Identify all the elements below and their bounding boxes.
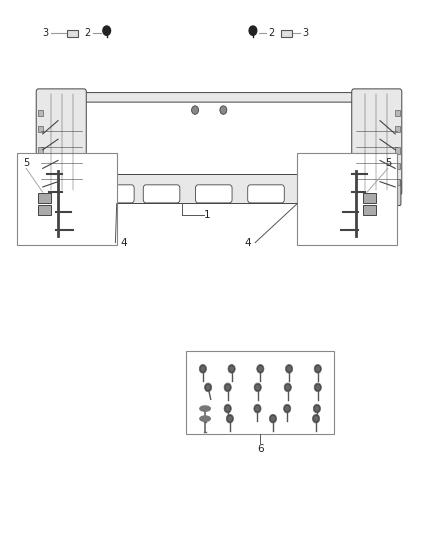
Bar <box>38 110 43 116</box>
Bar <box>38 147 43 154</box>
Bar <box>395 179 400 185</box>
Ellipse shape <box>200 416 210 421</box>
Circle shape <box>229 366 234 372</box>
Circle shape <box>200 366 206 372</box>
Bar <box>60 96 84 122</box>
Circle shape <box>286 407 289 411</box>
Circle shape <box>254 405 260 412</box>
Text: 5: 5 <box>385 158 391 168</box>
Circle shape <box>286 385 290 390</box>
FancyBboxPatch shape <box>57 93 381 125</box>
Text: 3: 3 <box>302 28 308 38</box>
FancyBboxPatch shape <box>195 185 232 203</box>
Circle shape <box>270 415 276 422</box>
FancyBboxPatch shape <box>37 180 72 206</box>
Circle shape <box>225 384 230 391</box>
Circle shape <box>258 366 263 372</box>
Circle shape <box>285 384 290 391</box>
Text: 2: 2 <box>268 28 274 38</box>
FancyBboxPatch shape <box>352 89 402 195</box>
Circle shape <box>226 407 230 411</box>
Circle shape <box>227 415 233 422</box>
Circle shape <box>201 367 205 371</box>
Bar <box>395 110 400 116</box>
Circle shape <box>225 405 230 412</box>
Text: 3: 3 <box>42 28 48 38</box>
Bar <box>395 147 400 154</box>
Bar <box>281 30 292 37</box>
Circle shape <box>316 385 320 390</box>
Bar <box>297 152 397 245</box>
Bar <box>39 193 51 203</box>
Circle shape <box>249 26 257 35</box>
FancyBboxPatch shape <box>366 180 401 206</box>
Text: 6: 6 <box>257 445 264 455</box>
Text: 5: 5 <box>23 158 29 168</box>
Bar <box>39 205 51 215</box>
Circle shape <box>287 367 291 371</box>
Bar <box>363 205 376 215</box>
Circle shape <box>314 417 318 421</box>
FancyBboxPatch shape <box>98 185 134 203</box>
Circle shape <box>315 366 321 372</box>
Circle shape <box>220 106 227 114</box>
Circle shape <box>230 367 233 371</box>
Circle shape <box>256 407 259 411</box>
Bar <box>17 152 117 245</box>
Circle shape <box>314 405 320 412</box>
Circle shape <box>258 367 262 371</box>
Circle shape <box>284 405 290 412</box>
Circle shape <box>286 366 292 372</box>
Circle shape <box>315 384 321 391</box>
Circle shape <box>191 106 198 114</box>
Text: 1: 1 <box>204 209 211 220</box>
Bar <box>354 96 378 122</box>
Bar <box>58 174 380 203</box>
FancyBboxPatch shape <box>73 102 365 195</box>
Text: 4: 4 <box>244 238 251 248</box>
Bar <box>395 126 400 132</box>
Circle shape <box>205 384 211 391</box>
Text: 2: 2 <box>85 28 91 38</box>
Bar <box>38 126 43 132</box>
Circle shape <box>315 407 319 411</box>
Circle shape <box>313 415 319 422</box>
Circle shape <box>226 385 230 390</box>
FancyBboxPatch shape <box>36 89 86 195</box>
Circle shape <box>316 367 320 371</box>
Circle shape <box>228 417 232 421</box>
Ellipse shape <box>200 406 210 411</box>
FancyBboxPatch shape <box>143 185 180 203</box>
Bar <box>363 193 376 203</box>
Bar <box>67 30 78 37</box>
Circle shape <box>206 385 210 390</box>
Bar <box>395 163 400 169</box>
Circle shape <box>271 417 275 421</box>
Circle shape <box>103 26 110 35</box>
Bar <box>186 351 334 433</box>
Bar <box>38 179 43 185</box>
Circle shape <box>256 385 259 390</box>
Text: 4: 4 <box>120 238 127 248</box>
Circle shape <box>255 384 261 391</box>
Bar <box>38 163 43 169</box>
FancyBboxPatch shape <box>248 185 284 203</box>
